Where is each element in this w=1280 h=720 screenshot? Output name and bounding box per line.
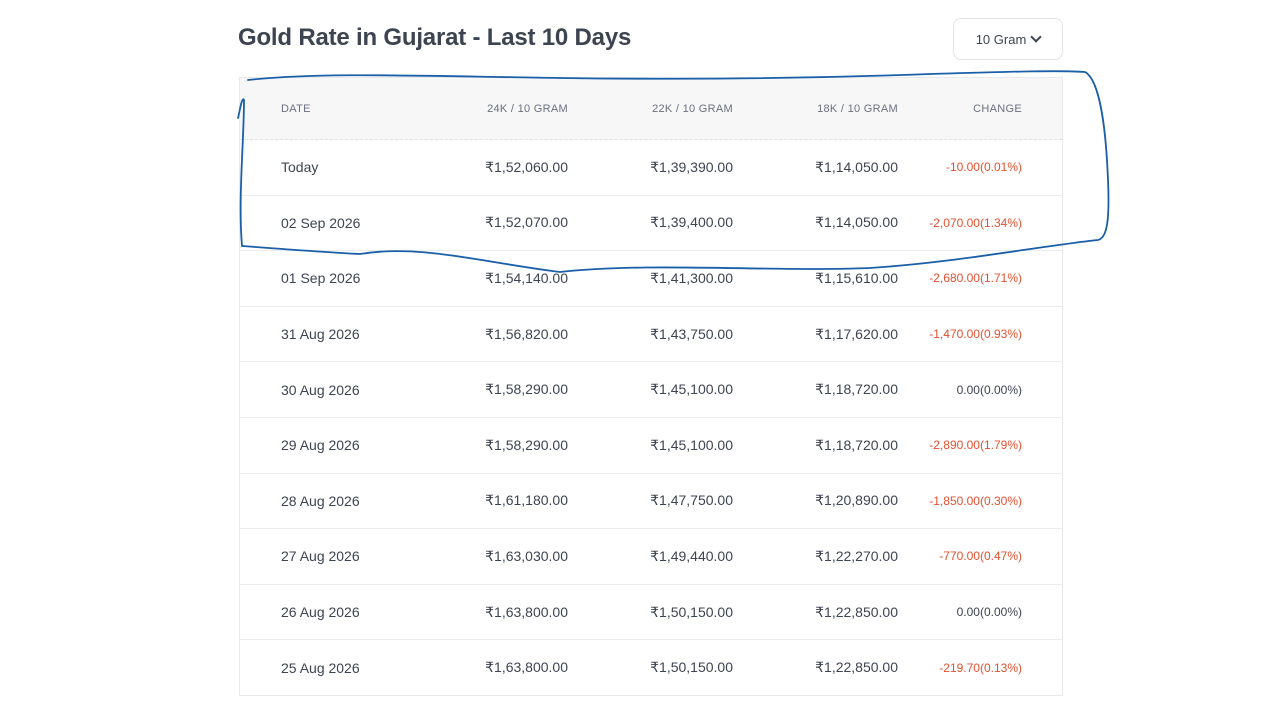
table-row: 27 Aug 2026 ₹1,63,030.00 ₹1,49,440.00 ₹1,22… <box>240 529 1062 585</box>
cell-date: Today <box>281 159 319 176</box>
cell-24k: ₹1,52,060.00 <box>485 158 568 175</box>
header-date: DATE <box>281 102 311 115</box>
cell-18k: ₹1,22,270.00 <box>815 547 898 564</box>
page-title: Gold Rate in Gujarat - Last 10 Days <box>238 24 632 51</box>
cell-22k: ₹1,50,150.00 <box>650 603 733 620</box>
cell-24k: ₹1,54,140.00 <box>485 269 568 286</box>
cell-change: -219.70(0.13%) <box>939 660 1022 675</box>
cell-18k: ₹1,20,890.00 <box>815 492 898 509</box>
table-body: Today ₹1,52,060.00 ₹1,39,390.00 ₹1,14,050.0… <box>240 140 1062 695</box>
cell-date: 26 Aug 2026 <box>281 604 360 621</box>
gold-rate-table: DATE 24K / 10 GRAM 22K / 10 GRAM 18K / 1… <box>239 77 1063 696</box>
cell-22k: ₹1,50,150.00 <box>650 659 733 676</box>
table-row: 28 Aug 2026 ₹1,61,180.00 ₹1,47,750.00 ₹1,20… <box>240 474 1062 530</box>
cell-date: 29 Aug 2026 <box>281 437 360 454</box>
table-row: 31 Aug 2026 ₹1,56,820.00 ₹1,43,750.00 ₹1,17… <box>240 307 1062 363</box>
cell-24k: ₹1,58,290.00 <box>485 381 568 398</box>
cell-18k: ₹1,22,850.00 <box>815 659 898 676</box>
cell-date: 02 Sep 2026 <box>281 214 361 231</box>
cell-22k: ₹1,45,100.00 <box>650 381 733 398</box>
header-24k: 24K / 10 GRAM <box>487 102 568 115</box>
cell-18k: ₹1,22,850.00 <box>815 603 898 620</box>
cell-date: 27 Aug 2026 <box>281 548 360 565</box>
cell-24k: ₹1,52,070.00 <box>485 214 568 231</box>
table-header: DATE 24K / 10 GRAM 22K / 10 GRAM 18K / 1… <box>240 78 1062 140</box>
table-row: 25 Aug 2026 ₹1,63,800.00 ₹1,50,150.00 ₹1,22… <box>240 640 1062 695</box>
cell-18k: ₹1,17,620.00 <box>815 325 898 342</box>
cell-change: -770.00(0.47%) <box>939 549 1022 564</box>
cell-date: 25 Aug 2026 <box>281 659 360 676</box>
unit-dropdown[interactable]: 10 Gram <box>953 18 1063 60</box>
cell-18k: ₹1,14,050.00 <box>815 158 898 175</box>
table-row: 29 Aug 2026 ₹1,58,290.00 ₹1,45,100.00 ₹1,18… <box>240 418 1062 474</box>
cell-22k: ₹1,47,750.00 <box>650 492 733 509</box>
cell-change: -2,890.00(1.79%) <box>929 438 1022 453</box>
cell-change: 0.00(0.00%) <box>956 605 1022 620</box>
cell-22k: ₹1,45,100.00 <box>650 436 733 453</box>
cell-change: -1,470.00(0.93%) <box>929 327 1022 342</box>
cell-change: -2,680.00(1.71%) <box>929 271 1022 286</box>
unit-dropdown-value: 10 Gram <box>975 31 1027 47</box>
cell-18k: ₹1,18,720.00 <box>815 436 898 453</box>
cell-date: 31 Aug 2026 <box>281 326 360 343</box>
cell-22k: ₹1,49,440.00 <box>650 547 733 564</box>
table-row: 26 Aug 2026 ₹1,63,800.00 ₹1,50,150.00 ₹1,22… <box>240 585 1062 641</box>
cell-change: -2,070.00(1.34%) <box>929 215 1022 230</box>
cell-22k: ₹1,43,750.00 <box>650 325 733 342</box>
chevron-down-icon <box>1030 31 1042 43</box>
cell-date: 28 Aug 2026 <box>281 492 360 509</box>
header-change: CHANGE <box>973 102 1022 115</box>
table-row: Today ₹1,52,060.00 ₹1,39,390.00 ₹1,14,050.0… <box>240 140 1062 196</box>
cell-24k: ₹1,63,030.00 <box>485 547 568 564</box>
cell-date: 01 Sep 2026 <box>281 270 361 287</box>
cell-24k: ₹1,56,820.00 <box>485 325 568 342</box>
cell-24k: ₹1,63,800.00 <box>485 659 568 676</box>
cell-18k: ₹1,14,050.00 <box>815 214 898 231</box>
cell-24k: ₹1,58,290.00 <box>485 436 568 453</box>
cell-change: -1,850.00(0.30%) <box>929 493 1022 508</box>
header-22k: 22K / 10 GRAM <box>652 102 733 115</box>
cell-22k: ₹1,39,400.00 <box>650 214 733 231</box>
table-row: 01 Sep 2026 ₹1,54,140.00 ₹1,41,300.00 ₹1,15… <box>240 251 1062 307</box>
table-row: 30 Aug 2026 ₹1,58,290.00 ₹1,45,100.00 ₹1,18… <box>240 362 1062 418</box>
cell-18k: ₹1,15,610.00 <box>815 269 898 286</box>
table-row: 02 Sep 2026 ₹1,52,070.00 ₹1,39,400.00 ₹1,14… <box>240 196 1062 252</box>
cell-22k: ₹1,39,390.00 <box>650 158 733 175</box>
cell-change: -10.00(0.01%) <box>945 160 1022 175</box>
cell-22k: ₹1,41,300.00 <box>650 269 733 286</box>
cell-change: 0.00(0.00%) <box>956 382 1022 397</box>
cell-24k: ₹1,63,800.00 <box>485 603 568 620</box>
cell-24k: ₹1,61,180.00 <box>485 492 568 509</box>
header-18k: 18K / 10 GRAM <box>817 102 898 115</box>
cell-18k: ₹1,18,720.00 <box>815 381 898 398</box>
cell-date: 30 Aug 2026 <box>281 381 360 398</box>
